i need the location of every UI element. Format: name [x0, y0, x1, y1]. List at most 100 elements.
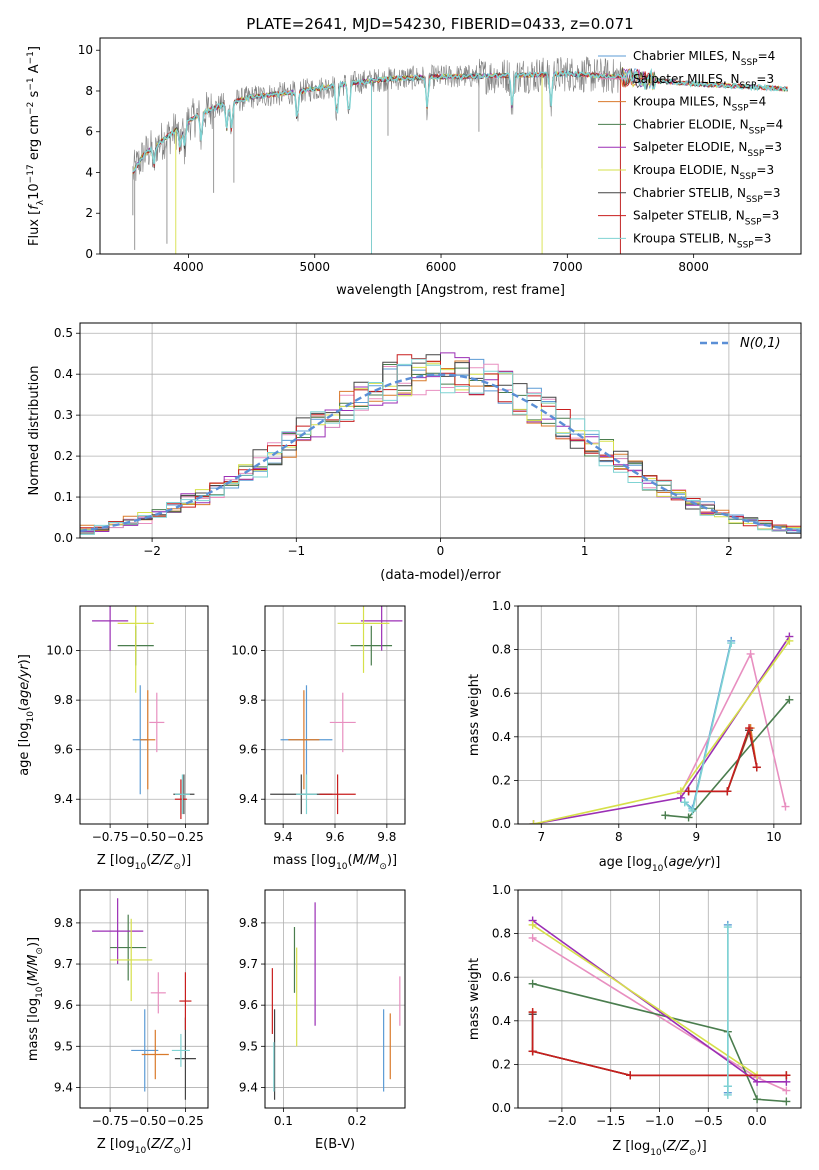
errorbar-point: [141, 1029, 169, 1080]
y-tick-label: 10.0: [46, 644, 73, 658]
mass-weight-vs-z-panel: −2.0 −1.5 −1.0 −0.5 0.0 0.0 0.2 0.4 0.6 0.8 1.0 Z […: [467, 883, 802, 1158]
axes-frame: [264, 605, 406, 825]
axes-frame: [517, 605, 802, 825]
x-tick-label: 9.6: [325, 830, 344, 844]
x-tick-label: −1.0: [645, 1114, 674, 1128]
y-tick-label: 8: [85, 84, 93, 98]
legend: N(0,1): [700, 336, 781, 351]
y-tick-label: 9.5: [54, 1039, 73, 1053]
errorbar-point: [350, 625, 393, 666]
y-tick-label: 4: [85, 165, 93, 179]
y-tick-label: 2: [85, 206, 93, 220]
x-tick-label: −0.75: [92, 1114, 129, 1128]
y-tick-label: 0.0: [492, 817, 511, 831]
x-tick-label: 1: [581, 544, 589, 558]
age-vs-mass-panel: 9.4 9.6 9.8 9.4 9.6 9.8 10.0 mass [log10(M/M⊙)]: [231, 605, 406, 872]
y-tick-label: 9.6: [239, 743, 258, 757]
x-tick-label: 9.8: [377, 830, 396, 844]
x-axis-label: (data-model)/error: [380, 568, 501, 583]
histogram-chabrier-stelib: [80, 354, 801, 536]
plot-area: [92, 606, 195, 820]
x-tick-label: −2: [143, 544, 161, 558]
errorbar-point: [149, 692, 165, 753]
y-axis-label: mass weight: [467, 674, 482, 756]
mass-weight-vs-age-panel: 7 8 9 10 0.0 0.2 0.4 0.6 0.8 1.0 age [log10(age/yr…: [467, 599, 802, 874]
weight-line-chabrier-elodie: [665, 699, 791, 819]
y-tick-label: 0.8: [492, 643, 511, 657]
mass-vs-z-panel: −0.75 −0.50 −0.25 9.4 9.5 9.6 9.7 9.8 Z [log10(Z…: [26, 889, 209, 1156]
errorbar-point: [110, 914, 147, 981]
errorbar-point: [92, 606, 129, 651]
y-tick-label: 0.4: [492, 1014, 511, 1028]
weight-marker: [752, 763, 761, 772]
y-tick-label: 9.6: [54, 998, 73, 1012]
errorbar-point: [329, 692, 356, 753]
y-tick-label: 0.4: [492, 730, 511, 744]
mass-vs-ebv-panel: 0.1 0.2 9.4 9.5 9.6 9.7 9.8 E(B-V): [239, 889, 406, 1152]
x-tick-label: 0: [437, 544, 445, 558]
y-axis-label: Flux [fλ10−17 erg cm−2 s−1 A−1]: [26, 46, 46, 246]
x-axis-label: Z [log10(Z/Z⊙)]: [97, 1137, 191, 1156]
x-tick-label: −0.25: [167, 830, 204, 844]
legend-entry: Chabrier ELODIE, NSSP=4: [633, 117, 783, 136]
grid-lines: [265, 606, 405, 824]
weight-marker: [676, 787, 685, 796]
y-tick-label: 0.4: [54, 367, 73, 381]
x-tick-label: −1: [287, 544, 305, 558]
ticks: −2 −1 0 1 2 0.0 0.1 0.2 0.3 0.4 0.5: [54, 326, 733, 558]
x-tick-label: 8000: [678, 260, 709, 274]
x-tick-label: 6000: [426, 260, 457, 274]
figure-title: PLATE=2641, MJD=54230, FIBERID=0433, z=0…: [246, 15, 633, 33]
x-axis-label: E(B-V): [315, 1137, 355, 1152]
weight-line-salpeter-stelib: [688, 725, 758, 793]
y-axis-label: Normed distribution: [27, 366, 42, 496]
weight-marker: [684, 787, 693, 796]
x-tick-label: 0.0: [748, 1114, 767, 1128]
x-axis-label: mass [log10(M/M⊙)]: [273, 853, 397, 872]
x-tick-label: 9: [693, 830, 701, 844]
axes-frame: [79, 322, 802, 539]
x-tick-label: −0.50: [129, 1114, 166, 1128]
y-tick-label: 10.0: [231, 644, 258, 658]
ticks: −0.75 −0.50 −0.25 9.4 9.5 9.6 9.7 9.8: [54, 916, 204, 1128]
grid-lines: [265, 890, 405, 1108]
y-tick-label: 9.6: [54, 743, 73, 757]
y-tick-label: 0.2: [492, 773, 511, 787]
errorbar-point: [174, 774, 190, 815]
grid-lines: [80, 606, 208, 824]
x-tick-label: 5000: [299, 260, 330, 274]
x-tick-label: 8: [615, 830, 623, 844]
x-tick-label: 0.2: [348, 1114, 367, 1128]
plot-area: [92, 898, 196, 1100]
errorbar-point: [174, 779, 187, 820]
legend: Chabrier MILES, NSSP=4 Salpeter MILES, NS…: [598, 49, 783, 250]
histogram-panel: −2 −1 0 1 2 0.0 0.1 0.2 0.3 0.4 0.5 (data-model)/er…: [27, 322, 802, 583]
errorbar-point: [319, 774, 356, 815]
y-axis-label: mass [log10(M/M⊙)]: [26, 937, 45, 1061]
legend-entry: Salpeter STELIB, NSSP=3: [633, 209, 779, 228]
spectrum-panel: 4000 5000 6000 7000 8000 0 2 4 6 8 10 wavelength [A…: [26, 37, 802, 298]
x-tick-label: −1.5: [596, 1114, 625, 1128]
weight-marker: [626, 1071, 635, 1080]
y-tick-label: 10: [78, 43, 93, 57]
weight-marker: [680, 798, 689, 807]
model-spectrum-kroupa-stelib: [132, 67, 789, 173]
x-tick-label: −0.50: [129, 830, 166, 844]
model-spectrum-salpeter-stelib: [132, 68, 788, 175]
weight-marker: [785, 695, 794, 704]
y-tick-label: 0.6: [492, 970, 511, 984]
legend-entry: Salpeter ELODIE, NSSP=3: [633, 140, 782, 159]
y-tick-label: 0.8: [492, 927, 511, 941]
x-tick-label: 7: [537, 830, 545, 844]
weight-marker: [782, 1071, 791, 1080]
y-tick-label: 1.0: [492, 599, 511, 613]
ticks: −0.75 −0.50 −0.25 9.4 9.6 9.8 10.0: [46, 644, 204, 844]
weight-marker: [529, 820, 538, 824]
weight-marker: [528, 979, 537, 988]
y-tick-label: 0.1: [54, 490, 73, 504]
weight-marker: [528, 933, 537, 942]
axes-frame: [517, 889, 802, 1109]
y-tick-label: 9.5: [239, 1039, 258, 1053]
weight-marker: [528, 920, 537, 929]
errorbar-point: [150, 972, 166, 1014]
